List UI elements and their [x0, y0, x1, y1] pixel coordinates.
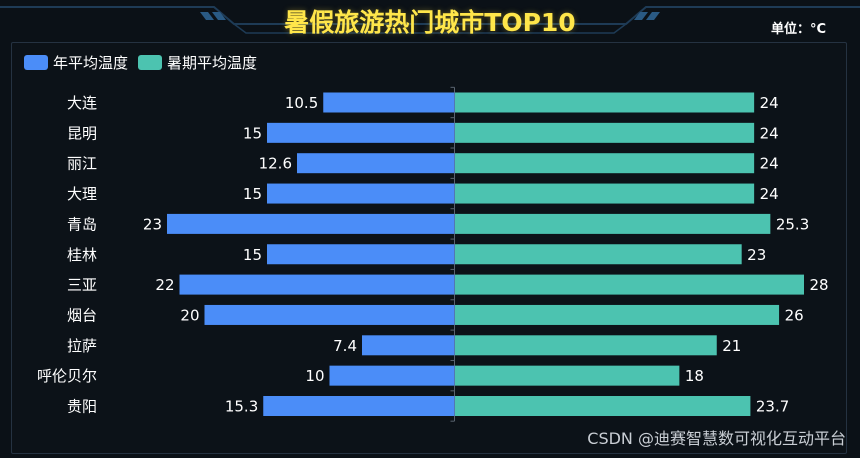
bar-annual-5	[267, 244, 455, 265]
legend-item-summer[interactable]: 暑期平均温度	[138, 52, 257, 73]
chart-title: 暑假旅游热门城市TOP10	[284, 8, 576, 37]
bar-summer-1	[455, 122, 755, 143]
value-label-annual-10: 15.3	[225, 398, 258, 416]
value-label-annual-1: 15	[243, 124, 262, 142]
category-label-0: 大连	[67, 94, 97, 112]
category-label-1: 昆明	[67, 124, 97, 142]
value-label-annual-6: 22	[155, 276, 174, 294]
value-label-summer-9: 18	[685, 367, 704, 385]
legend-swatch-annual	[24, 55, 48, 70]
bar-summer-3	[455, 183, 755, 204]
bar-summer-5	[455, 244, 742, 265]
value-label-summer-7: 26	[785, 306, 804, 324]
value-label-summer-8: 21	[722, 337, 741, 355]
value-label-annual-7: 20	[180, 306, 199, 324]
bar-summer-6	[455, 274, 804, 295]
value-label-summer-5: 23	[747, 246, 766, 264]
value-label-summer-2: 24	[760, 155, 779, 173]
value-label-summer-1: 24	[760, 124, 779, 142]
category-label-4: 青岛	[67, 215, 97, 233]
value-label-summer-3: 24	[760, 185, 779, 203]
value-label-summer-10: 23.7	[756, 398, 789, 416]
category-label-2: 丽江	[67, 155, 97, 173]
category-label-3: 大理	[67, 185, 97, 203]
unit-label: 单位：°C	[770, 22, 826, 37]
watermark: CSDN @迪赛智慧数可视化互动平台	[587, 429, 846, 448]
value-label-annual-8: 7.4	[333, 337, 357, 355]
bar-annual-8	[362, 335, 455, 356]
bar-summer-8	[455, 335, 717, 356]
value-label-annual-9: 10	[305, 367, 324, 385]
value-label-summer-6: 28	[810, 276, 829, 294]
value-label-annual-4: 23	[143, 215, 162, 233]
value-label-annual-3: 15	[243, 185, 262, 203]
bar-annual-0	[323, 92, 455, 113]
category-label-10: 贵阳	[67, 398, 97, 416]
category-label-8: 拉萨	[67, 337, 97, 355]
bar-annual-1	[267, 122, 455, 143]
legend-label-summer: 暑期平均温度	[167, 54, 258, 72]
bar-summer-10	[455, 396, 751, 416]
bar-annual-6	[179, 274, 455, 295]
bar-summer-9	[455, 365, 680, 386]
bar-annual-9	[329, 365, 455, 386]
legend-item-annual[interactable]: 年平均温度	[24, 52, 128, 73]
value-label-annual-0: 10.5	[285, 94, 318, 112]
bar-summer-4	[455, 213, 771, 234]
category-label-9: 呼伦贝尔	[37, 367, 97, 385]
category-label-5: 桂林	[67, 246, 97, 264]
bar-summer-2	[455, 153, 755, 174]
value-label-summer-0: 24	[760, 94, 779, 112]
category-label-7: 烟台	[67, 306, 97, 324]
value-label-summer-4: 25.3	[776, 215, 809, 233]
bar-summer-7	[455, 304, 780, 325]
title-decoration	[0, 6, 860, 34]
legend: 年平均温度 暑期平均温度	[24, 52, 257, 73]
bar-annual-3	[267, 183, 455, 204]
bar-annual-7	[204, 304, 455, 325]
bar-annual-10	[263, 396, 455, 416]
bar-summer-0	[455, 92, 755, 113]
value-label-annual-2: 12.6	[259, 155, 292, 173]
bar-annual-2	[297, 153, 455, 174]
legend-swatch-summer	[138, 55, 163, 70]
value-label-annual-5: 15	[243, 246, 262, 264]
category-label-6: 三亚	[67, 276, 97, 294]
bar-annual-4	[167, 213, 455, 234]
legend-label-annual: 年平均温度	[53, 54, 129, 72]
